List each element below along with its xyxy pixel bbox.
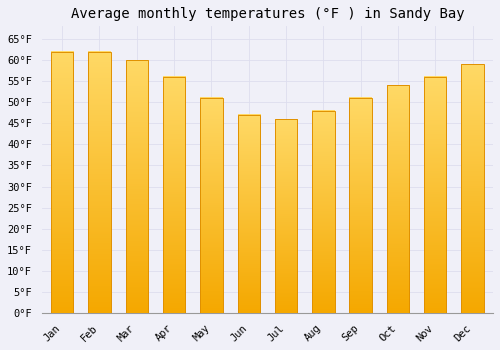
Bar: [275, 119, 297, 313]
Bar: [126, 60, 148, 313]
Bar: [424, 77, 446, 313]
Title: Average monthly temperatures (°F ) in Sandy Bay: Average monthly temperatures (°F ) in Sa…: [70, 7, 464, 21]
Bar: [163, 77, 186, 313]
Bar: [88, 51, 110, 313]
Bar: [462, 64, 483, 313]
Bar: [200, 98, 222, 313]
Bar: [238, 115, 260, 313]
Bar: [51, 51, 74, 313]
Bar: [312, 111, 334, 313]
Bar: [350, 98, 372, 313]
Bar: [386, 85, 409, 313]
